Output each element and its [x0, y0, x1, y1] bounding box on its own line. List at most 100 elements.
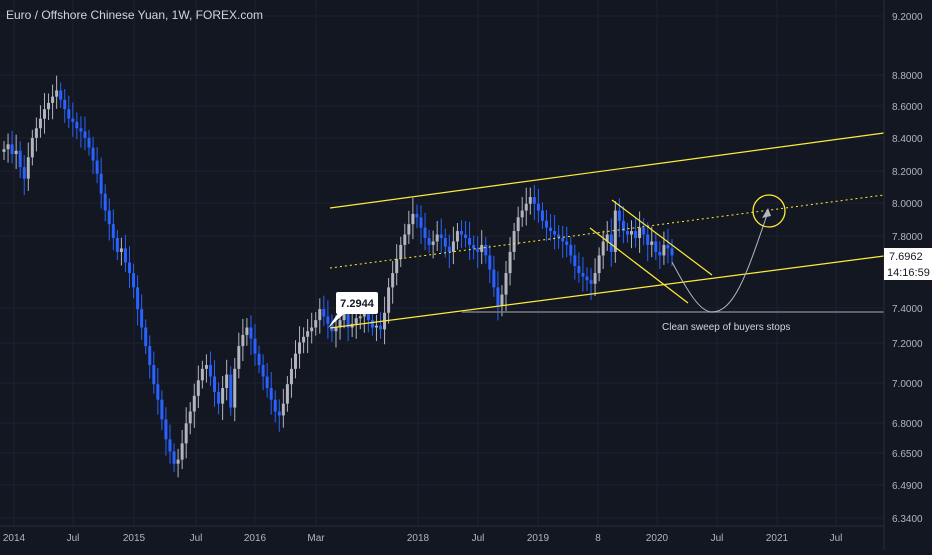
candle-body — [354, 318, 358, 324]
candle-body — [403, 234, 407, 245]
candle-body — [257, 353, 261, 366]
candle-body — [666, 244, 670, 249]
candle-body — [322, 309, 326, 317]
y-tick-label: 8.0000 — [892, 199, 923, 210]
candle-body — [91, 147, 95, 161]
candle-body — [184, 423, 188, 444]
candle-body — [334, 327, 338, 332]
time-axis[interactable]: 2014 Jul 2015 Jul 2016 Mar 2018 Jul 2019 8 2020 Jul… — [3, 533, 843, 544]
candle-body — [625, 231, 629, 235]
candle-body — [42, 109, 46, 119]
candle-body — [306, 331, 310, 337]
candle-body — [646, 234, 650, 245]
y-tick-label: 6.6500 — [892, 449, 923, 460]
candle-body — [188, 411, 192, 424]
candle-body — [123, 248, 127, 263]
price-axis[interactable]: 9.2000 8.8000 8.6000 8.4000 8.2000 8.0000 7.80… — [892, 12, 923, 525]
candle-body — [496, 287, 500, 306]
candle-body — [30, 137, 34, 158]
candle-body — [99, 173, 103, 194]
flag-upper-line[interactable] — [611, 199, 713, 276]
candle-body — [59, 90, 63, 100]
candle-body — [504, 273, 508, 295]
candle-body — [277, 411, 281, 416]
grid-lines — [0, 0, 884, 526]
y-tick-label: 6.8000 — [892, 419, 923, 430]
candle-body — [500, 294, 504, 306]
candle-body — [128, 262, 132, 274]
candle-body — [443, 237, 447, 247]
x-tick-label: Jul — [67, 533, 80, 544]
candle-body — [285, 384, 289, 404]
low-price-label-pointer — [328, 313, 345, 328]
y-tick-label: 8.2000 — [892, 167, 923, 178]
candle-body — [221, 388, 225, 404]
candle-body — [196, 380, 200, 396]
candle-body — [423, 227, 427, 238]
candle-body — [47, 102, 51, 110]
candle-body — [439, 234, 443, 238]
candle-body — [2, 149, 6, 152]
candle-body — [10, 144, 14, 155]
candle-body — [581, 273, 585, 277]
countdown-value: 14:16:59 — [887, 267, 930, 279]
flag-lower-line[interactable] — [589, 227, 689, 304]
candle-body — [63, 99, 67, 110]
candle-body — [302, 336, 306, 343]
sweep-note: Clean sweep of buyers stops — [662, 322, 790, 333]
candle-body — [480, 244, 484, 252]
candle-body — [14, 150, 18, 155]
y-tick-label: 8.4000 — [892, 134, 923, 145]
y-tick-label: 7.0000 — [892, 379, 923, 390]
y-tick-label: 7.8000 — [892, 232, 923, 243]
candle-body — [208, 365, 212, 377]
channel-upper-line[interactable] — [329, 132, 885, 209]
target-circle[interactable] — [752, 194, 786, 228]
candle-body — [229, 374, 233, 408]
candle-body — [310, 327, 314, 332]
symbol-title: Euro / Offshore Chinese Yuan, 1W, FOREX.… — [6, 8, 264, 22]
candle-body — [370, 320, 374, 328]
candle-body — [164, 419, 168, 440]
candle-body — [553, 231, 557, 235]
candle-body — [395, 258, 399, 274]
candle-body — [107, 210, 111, 225]
candle-body — [338, 320, 342, 328]
candle-body — [407, 224, 411, 235]
candle-body — [168, 439, 172, 452]
candle-body — [476, 248, 480, 252]
candle-body — [455, 231, 459, 242]
y-tick-label: 6.4900 — [892, 481, 923, 492]
projection-path[interactable] — [671, 211, 769, 313]
candle-body — [654, 241, 658, 252]
x-tick-label: 2015 — [123, 533, 146, 544]
low-price-label-box[interactable] — [336, 292, 378, 314]
candle-body — [520, 210, 524, 218]
candle-body — [609, 234, 613, 252]
candle-body — [658, 251, 662, 256]
candle-body — [51, 96, 55, 103]
candle-body — [55, 90, 59, 97]
candle-body — [634, 231, 638, 238]
candle-body — [22, 167, 26, 179]
candle-body — [75, 121, 79, 129]
candle-body — [540, 210, 544, 221]
channel-lower-line[interactable] — [329, 255, 885, 329]
candle-body — [87, 137, 91, 148]
candle-body — [6, 144, 10, 150]
candle-body — [318, 309, 322, 321]
channel-mid-line[interactable] — [329, 194, 885, 269]
current-price-value: 7.6962 — [889, 251, 923, 263]
candle-body — [670, 248, 674, 256]
candle-body — [605, 234, 609, 242]
candle-body — [427, 237, 431, 245]
candle-body — [111, 224, 115, 238]
candle-body — [192, 395, 196, 412]
candle-body — [431, 241, 435, 245]
candle-body — [245, 327, 249, 335]
candle-body — [565, 241, 569, 245]
candle-body — [362, 312, 366, 317]
candle-body — [601, 241, 605, 256]
